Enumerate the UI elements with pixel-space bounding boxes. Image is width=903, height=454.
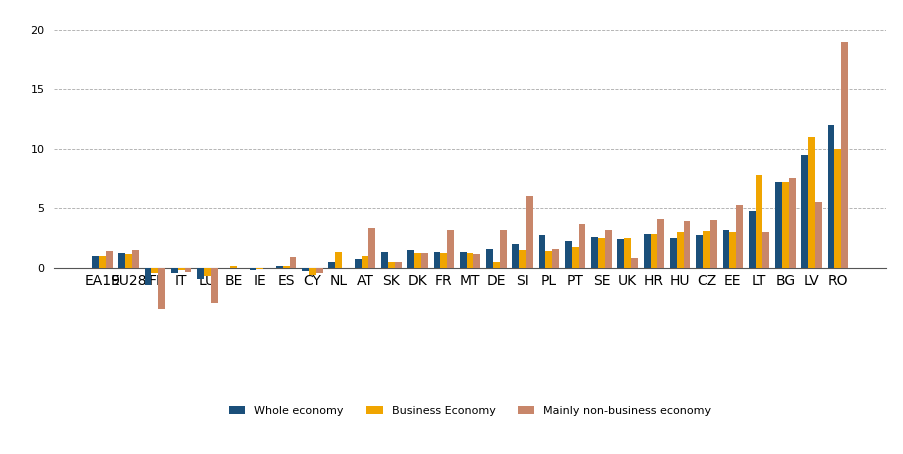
Bar bbox=[354, 259, 361, 267]
Bar bbox=[486, 248, 492, 267]
Bar bbox=[158, 267, 165, 309]
Bar bbox=[650, 234, 656, 267]
Bar bbox=[309, 267, 315, 275]
Bar bbox=[118, 253, 125, 267]
Bar bbox=[761, 232, 768, 267]
Bar bbox=[204, 267, 210, 276]
Bar bbox=[526, 196, 532, 267]
Bar bbox=[433, 252, 440, 267]
Bar bbox=[669, 238, 676, 267]
Bar bbox=[473, 254, 479, 267]
Bar bbox=[807, 137, 815, 267]
Bar bbox=[106, 251, 112, 267]
Bar bbox=[552, 248, 559, 267]
Bar bbox=[315, 267, 322, 273]
Bar bbox=[499, 230, 506, 267]
Bar bbox=[421, 253, 427, 267]
Bar bbox=[841, 42, 847, 267]
Bar bbox=[755, 175, 761, 267]
Bar bbox=[545, 251, 552, 267]
Bar bbox=[518, 250, 526, 267]
Bar bbox=[709, 220, 716, 267]
Bar bbox=[197, 267, 204, 279]
Bar bbox=[283, 266, 289, 267]
Bar bbox=[735, 205, 742, 267]
Legend: Whole economy, Business Economy, Mainly non-business economy: Whole economy, Business Economy, Mainly … bbox=[224, 401, 715, 420]
Bar bbox=[98, 256, 106, 267]
Bar bbox=[144, 267, 151, 285]
Bar bbox=[538, 236, 545, 267]
Bar bbox=[368, 228, 375, 267]
Bar bbox=[230, 266, 237, 267]
Bar bbox=[833, 149, 841, 267]
Bar bbox=[571, 247, 578, 267]
Bar bbox=[591, 237, 598, 267]
Bar bbox=[151, 267, 158, 273]
Bar bbox=[184, 267, 191, 272]
Bar bbox=[695, 236, 703, 267]
Bar bbox=[512, 244, 518, 267]
Bar bbox=[815, 202, 821, 267]
Bar bbox=[395, 262, 401, 267]
Bar bbox=[125, 254, 132, 267]
Bar bbox=[643, 234, 650, 267]
Bar bbox=[729, 232, 735, 267]
Bar bbox=[407, 250, 414, 267]
Bar bbox=[656, 219, 664, 267]
Bar bbox=[721, 230, 729, 267]
Bar bbox=[289, 257, 296, 267]
Bar bbox=[564, 242, 571, 267]
Bar bbox=[604, 230, 611, 267]
Bar bbox=[387, 262, 395, 267]
Bar bbox=[447, 230, 453, 267]
Bar bbox=[92, 256, 98, 267]
Bar bbox=[703, 231, 709, 267]
Bar bbox=[598, 238, 604, 267]
Bar bbox=[249, 267, 256, 270]
Bar bbox=[414, 253, 421, 267]
Bar bbox=[361, 256, 368, 267]
Bar bbox=[781, 182, 788, 267]
Bar bbox=[275, 266, 283, 267]
Bar bbox=[335, 252, 341, 267]
Bar bbox=[788, 178, 795, 267]
Bar bbox=[380, 252, 387, 267]
Bar bbox=[676, 232, 683, 267]
Bar bbox=[492, 262, 499, 267]
Bar bbox=[578, 223, 585, 267]
Bar bbox=[748, 211, 755, 267]
Bar bbox=[624, 238, 630, 267]
Bar bbox=[328, 262, 335, 267]
Bar bbox=[302, 267, 309, 271]
Bar bbox=[466, 253, 473, 267]
Bar bbox=[683, 221, 690, 267]
Bar bbox=[460, 252, 466, 267]
Bar bbox=[178, 267, 184, 270]
Bar bbox=[132, 250, 139, 267]
Bar bbox=[210, 267, 218, 303]
Bar bbox=[617, 239, 624, 267]
Bar bbox=[827, 125, 833, 267]
Bar bbox=[774, 182, 781, 267]
Bar bbox=[630, 258, 638, 267]
Bar bbox=[171, 267, 178, 273]
Bar bbox=[440, 253, 447, 267]
Bar bbox=[800, 155, 807, 267]
Bar bbox=[256, 267, 263, 269]
